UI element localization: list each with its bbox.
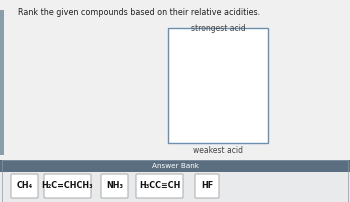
FancyBboxPatch shape: [136, 174, 183, 198]
Bar: [0, 172, 350, 202]
FancyBboxPatch shape: [11, 174, 38, 198]
Text: Rank the given compounds based on their relative acidities.: Rank the given compounds based on their …: [18, 8, 260, 17]
Bar: [2, 160, 348, 202]
Bar: [168, 28, 268, 143]
FancyBboxPatch shape: [101, 174, 128, 198]
Text: HF: HF: [201, 182, 213, 190]
FancyBboxPatch shape: [44, 174, 91, 198]
Text: strongest acid: strongest acid: [191, 24, 245, 33]
Text: NH₃: NH₃: [106, 182, 123, 190]
Text: H₂C=CHCH₃: H₂C=CHCH₃: [42, 182, 93, 190]
FancyBboxPatch shape: [195, 174, 219, 198]
Bar: [0, 10, 4, 155]
Bar: [0, 160, 350, 172]
Text: H₃CC≡CH: H₃CC≡CH: [139, 182, 180, 190]
Text: CH₄: CH₄: [16, 182, 33, 190]
Text: Answer Bank: Answer Bank: [152, 163, 198, 169]
Text: weakest acid: weakest acid: [193, 146, 243, 155]
